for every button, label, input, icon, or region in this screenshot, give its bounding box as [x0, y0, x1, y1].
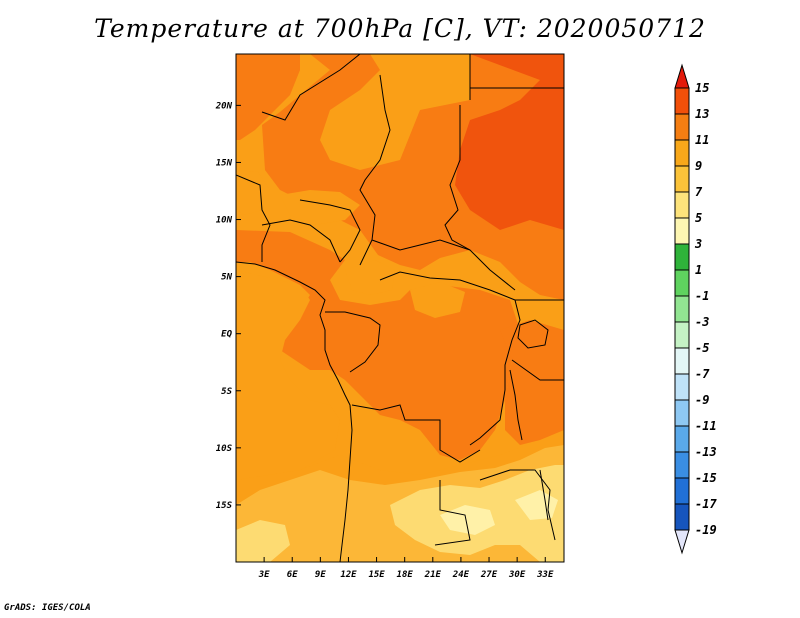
border-nigeria	[261, 219, 341, 263]
border-drc-south	[351, 404, 481, 463]
colorbar-label: 3	[694, 237, 702, 251]
lat-tick-label: 15N	[216, 158, 233, 168]
colorbar-label: -11	[695, 419, 717, 433]
field-9c-gulf-of-guinea	[236, 270, 340, 480]
field-9c-cameroon	[345, 260, 395, 295]
colorbar-label: -19	[695, 523, 717, 537]
field-9c-congo-inner	[410, 282, 465, 318]
lat-tick-label: 15S	[216, 501, 233, 511]
border-lake-tanganyika	[509, 369, 523, 441]
border-congo-car	[379, 271, 516, 301]
colorbar-label: -7	[695, 367, 710, 381]
lon-tick-label: 33E	[536, 570, 554, 580]
colorbar-label: 13	[695, 107, 709, 121]
colorbar-label: -15	[695, 471, 717, 485]
country-borders	[236, 54, 564, 562]
colorbar-label: 5	[695, 211, 702, 225]
lat-tick-label: 10S	[216, 444, 233, 454]
lon-tick-label: 27E	[480, 570, 498, 580]
colorbar-label: -1	[695, 289, 709, 303]
lon-tick-label: 6E	[287, 570, 298, 580]
colorbar-swatch	[674, 191, 690, 219]
border-chad-sudan	[444, 105, 516, 291]
field-11c-north	[236, 54, 564, 300]
colorbar-label: 7	[695, 185, 703, 199]
colorbar-label: -5	[695, 341, 709, 355]
border-north-1	[261, 54, 361, 121]
colorbar-swatch	[674, 269, 690, 297]
lat-tick-label: EQ	[221, 330, 232, 340]
lon-tick-label: 9E	[315, 570, 326, 580]
colorbar-swatch	[674, 139, 690, 167]
colorbar-swatch	[674, 425, 690, 453]
colorbar-label: 1	[695, 263, 702, 277]
border-lake-victoria	[517, 319, 549, 349]
colorbar-bottom-arrow	[674, 529, 690, 555]
colorbar-swatch	[674, 503, 690, 531]
colorbar-top-arrow	[674, 63, 690, 89]
lon-tick-label: 24E	[452, 570, 470, 580]
colorbar-swatch	[674, 113, 690, 141]
border-car	[371, 239, 471, 251]
colorbar-label: -17	[695, 497, 717, 511]
colorbar: 15 13 11 9 7 5 3 1 -1 -3 -5 -7 -9 -11 -13 -15 -17 -19	[674, 63, 717, 555]
latitude-ticks: 20N 15N 10N 5N EQ 5S 10S 15S	[215, 101, 241, 511]
border-north-2	[359, 74, 391, 266]
colorbar-swatch	[674, 321, 690, 349]
colorbar-label: -13	[695, 445, 717, 459]
grads-credit: GrADS: IGES/COLA	[4, 603, 91, 613]
colorbar-swatch	[674, 399, 690, 427]
colorbar-label: 15	[695, 81, 709, 95]
colorbar-swatch	[674, 295, 690, 323]
coastline-west	[236, 261, 353, 562]
colorbar-swatch	[674, 165, 690, 193]
lon-tick-label: 12E	[340, 570, 357, 580]
colorbar-swatch	[674, 347, 690, 375]
lat-tick-label: 5S	[221, 387, 232, 397]
lon-tick-label: 15E	[368, 570, 385, 580]
colorbar-swatch	[674, 477, 690, 505]
border-drc-east	[469, 299, 521, 446]
colorbar-swatch	[674, 243, 690, 271]
page-title: Temperature at 700hPa [C], VT: 202005071…	[94, 14, 706, 43]
border-gabon-congo	[325, 311, 381, 373]
border-west-africa	[236, 174, 271, 262]
border-tanzania	[511, 359, 564, 381]
colorbar-label: 9	[695, 159, 702, 173]
lon-tick-label: 18E	[397, 570, 414, 580]
colorbar-swatch	[674, 373, 690, 401]
temperature-field	[236, 54, 564, 562]
colorbar-label: -3	[695, 315, 709, 329]
border-angola-zambia	[434, 480, 471, 546]
lon-tick-label: 3E	[258, 570, 270, 580]
colorbar-label: -9	[695, 393, 709, 407]
border-lake-malawi	[539, 469, 549, 521]
border-cameroon	[299, 199, 361, 263]
field-9c-chad-patch	[280, 190, 360, 225]
longitude-ticks: 3E 6E 9E 12E 15E 18E 21E 24E 27E 30E 33E	[258, 557, 554, 580]
lat-tick-label: 10N	[216, 216, 233, 226]
field-5c-southwest	[236, 520, 290, 562]
colorbar-swatch	[674, 217, 690, 245]
field-11c-northwest	[236, 54, 300, 140]
field-13c-northeast	[455, 54, 564, 230]
colorbar-swatch	[674, 451, 690, 479]
lon-tick-label: 21E	[424, 570, 442, 580]
lon-tick-label: 30E	[508, 570, 526, 580]
colorbar-label: 11	[695, 133, 709, 147]
lat-tick-label: 20N	[215, 101, 233, 111]
border-zambia-mozambique	[479, 469, 556, 541]
lat-tick-label: 5N	[221, 273, 232, 283]
colorbar-swatch	[674, 87, 690, 115]
plot-frame	[235, 53, 565, 563]
field-11c-east-africa	[500, 320, 564, 445]
